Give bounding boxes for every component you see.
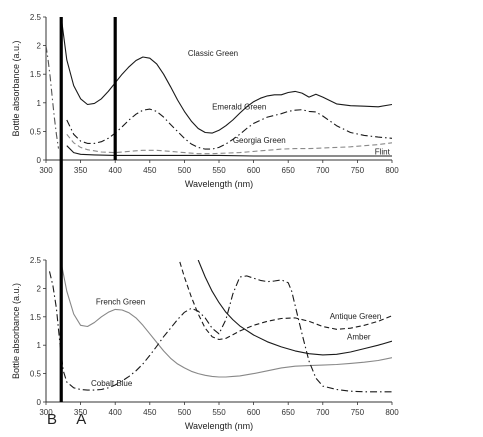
series-label-emerald-green: Emerald Green <box>212 103 266 112</box>
y-tick-label: 1 <box>37 99 42 108</box>
series-label-french-green: French Green <box>96 297 145 306</box>
y-tick-label: 0 <box>37 156 42 165</box>
x-tick-label: 800 <box>385 408 399 417</box>
x-tick-label: 500 <box>178 408 192 417</box>
x-tick-label: 550 <box>212 408 226 417</box>
y-tick-label: 2.5 <box>30 13 42 22</box>
chart-bottom: 300 350 400 450 500 550 600 650 700 750 800 0 0.5 1 1.… <box>11 256 399 431</box>
x-tick-label: 700 <box>316 166 330 175</box>
y-tick-label: 0 <box>37 398 42 407</box>
x-tick-label: 800 <box>385 166 399 175</box>
x-tick-label: 750 <box>351 408 365 417</box>
series-cobalt-blue <box>48 271 392 393</box>
x-tick-label: 600 <box>247 166 261 175</box>
x-tick-label: 450 <box>143 166 157 175</box>
y-tick-label: 0.5 <box>30 127 42 136</box>
y-tick-label: 2 <box>37 42 42 51</box>
x-tick-label: 400 <box>109 408 123 417</box>
x-tick-label: 550 <box>212 166 226 175</box>
marker-label-b: B <box>47 411 57 428</box>
series-label-flint: Flint <box>375 147 391 156</box>
series-classic-green <box>60 17 392 134</box>
series-georgia-green <box>66 133 392 155</box>
series-label-classic-green: Classic Green <box>188 49 238 58</box>
y-tick-label: 0.5 <box>30 370 42 379</box>
series-group <box>48 260 392 393</box>
series-group <box>46 17 392 157</box>
chart-top: 300 350 400 450 500 550 600 650 700 750 800 0 0.5 1 1.… <box>11 13 399 189</box>
x-tick-label: 400 <box>109 166 123 175</box>
x-axis-label: Wavelength (nm) <box>185 179 253 189</box>
series-amber <box>197 260 392 356</box>
x-tick-label: 350 <box>74 166 88 175</box>
x-tick-label: 650 <box>282 408 296 417</box>
series-label-antique-green: Antique Green <box>330 312 382 321</box>
y-tick-label: 1.5 <box>30 313 42 322</box>
y-axis-label: Bottle absorbance (a.u.) <box>11 283 21 379</box>
y-tick-label: 1.5 <box>30 70 42 79</box>
series-flint <box>66 145 392 157</box>
series-label-georgia-green: Georgia Green <box>233 136 286 145</box>
x-tick-label: 300 <box>39 166 53 175</box>
x-tick-label: 650 <box>282 166 296 175</box>
x-tick-label: 700 <box>316 408 330 417</box>
x-axis-label: Wavelength (nm) <box>185 421 253 431</box>
y-tick-label: 2.5 <box>30 256 42 265</box>
series-antique-green <box>178 260 392 341</box>
x-tick-label: 750 <box>351 166 365 175</box>
x-tick-label: 600 <box>247 408 261 417</box>
y-tick-label: 1 <box>37 341 42 350</box>
series-label-cobalt-blue: Cobalt Blue <box>91 379 133 388</box>
series-label-amber: Amber <box>347 333 371 342</box>
x-tick-label: 450 <box>143 408 157 417</box>
marker-label-a: A <box>76 411 86 428</box>
series-unlabeled <box>46 45 60 149</box>
y-axis-label: Bottle absorbance (a.u.) <box>11 40 21 136</box>
x-tick-label: 500 <box>178 166 192 175</box>
series-emerald-green <box>66 108 392 150</box>
x-tick-label: 300 <box>39 408 53 417</box>
series-french-green <box>60 262 392 378</box>
x-tick-label: 350 <box>74 408 88 417</box>
y-tick-label: 2 <box>37 284 42 293</box>
